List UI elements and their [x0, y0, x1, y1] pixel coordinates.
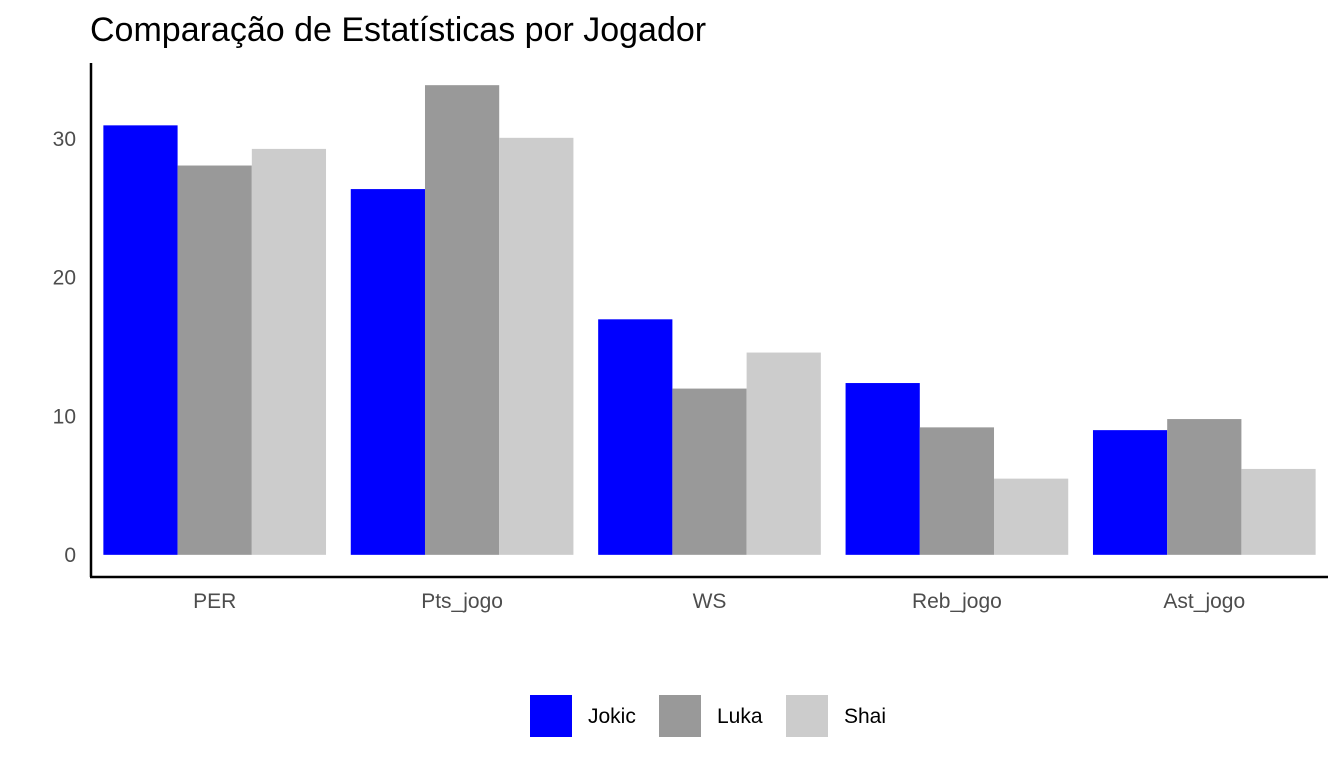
bar-shai-reb_jogo — [994, 478, 1069, 555]
y-tick-label: 0 — [64, 544, 76, 567]
y-tick-label: 20 — [53, 267, 76, 290]
x-tick-label: PER — [193, 590, 236, 613]
bar-shai-per — [251, 148, 327, 555]
chart-title: Comparação de Estatísticas por Jogador — [90, 11, 706, 49]
x-tick-label: WS — [693, 590, 727, 613]
bar-shai-ws — [746, 352, 821, 555]
y-axis-ticks: 0 10 20 30 — [53, 128, 76, 567]
bars-layer — [103, 85, 1316, 555]
legend-label-jokic: Jokic — [588, 705, 636, 728]
legend: Jokic Luka Shai — [530, 695, 886, 737]
bar-luka-ws — [672, 388, 747, 555]
legend-label-luka: Luka — [717, 705, 763, 728]
bar-luka-reb_jogo — [919, 427, 995, 555]
bar-jokic-reb_jogo — [845, 383, 920, 555]
x-tick-label: Pts_jogo — [421, 590, 503, 613]
bar-jokic-ws — [598, 319, 673, 555]
bar-luka-ast_jogo — [1167, 419, 1242, 555]
bar-jokic-ast_jogo — [1092, 430, 1168, 555]
x-axis-ticks: PER Pts_jogo WS Reb_jogo Ast_jogo — [193, 590, 1245, 613]
y-tick-label: 10 — [53, 405, 76, 428]
bar-shai-ast_jogo — [1241, 468, 1316, 555]
bar-shai-pts_jogo — [499, 137, 574, 555]
bar-jokic-per — [103, 125, 178, 555]
bar-luka-per — [177, 165, 252, 555]
bar-luka-pts_jogo — [424, 85, 500, 555]
y-tick-label: 30 — [53, 128, 76, 151]
x-tick-label: Ast_jogo — [1163, 590, 1245, 613]
x-tick-label: Reb_jogo — [912, 590, 1002, 613]
legend-label-shai: Shai — [844, 705, 886, 728]
bar-jokic-pts_jogo — [350, 189, 425, 555]
legend-swatch-shai — [786, 695, 828, 737]
legend-swatch-luka — [659, 695, 701, 737]
legend-swatch-jokic — [530, 695, 572, 737]
